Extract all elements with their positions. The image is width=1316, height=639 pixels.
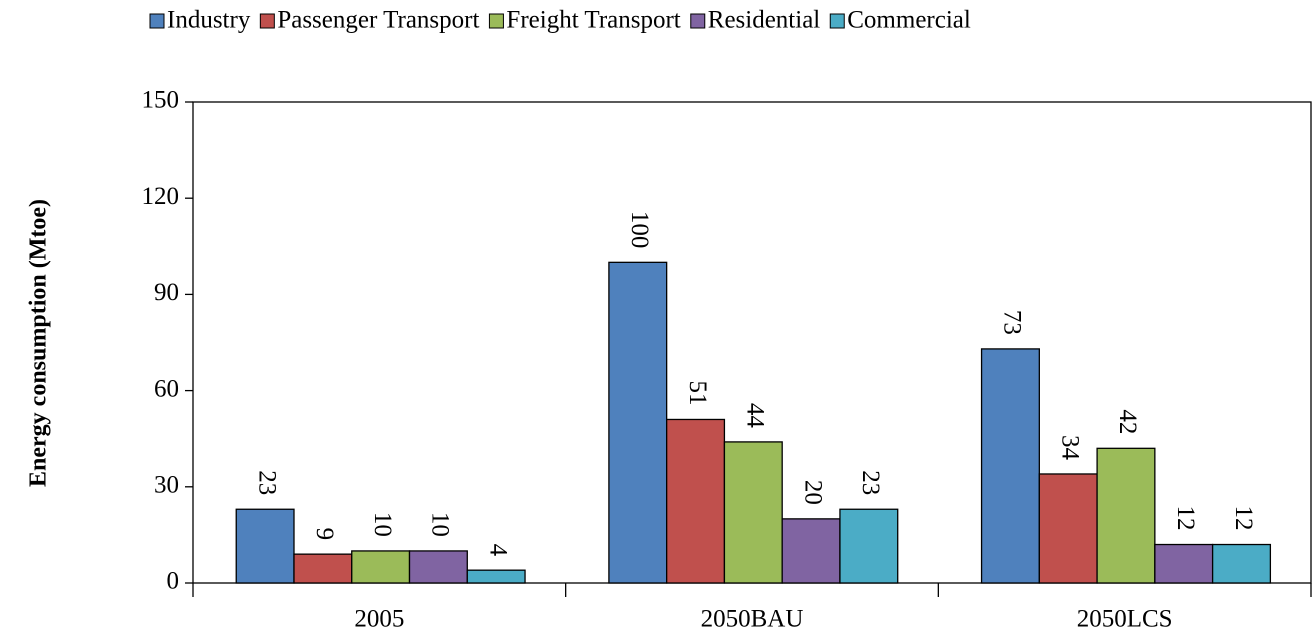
bar: [723, 441, 783, 584]
bar: [408, 550, 468, 584]
bar: [235, 508, 295, 584]
y-tick-label: 150: [142, 87, 180, 114]
bar: [980, 348, 1040, 584]
y-tick-label: 120: [142, 183, 180, 210]
data-label: 12: [1230, 506, 1257, 531]
bar: [1038, 473, 1098, 584]
data-label: 73: [999, 310, 1026, 335]
data-label: 10: [369, 512, 396, 537]
x-tick-label: 2050BAU: [701, 606, 804, 633]
legend-swatch: [259, 13, 275, 29]
bar: [781, 518, 841, 584]
bar: [466, 569, 526, 584]
y-tick-label: 30: [154, 472, 179, 499]
y-axis-label: Energy consumption (Mtoe): [26, 199, 52, 487]
data-label: 12: [1172, 506, 1199, 531]
bar: [351, 550, 411, 584]
data-label: 9: [311, 528, 338, 541]
legend-swatch: [488, 13, 504, 29]
x-tick-label: 2005: [354, 606, 404, 633]
data-label: 51: [684, 380, 711, 405]
bar: [1211, 543, 1272, 584]
bar: [839, 508, 899, 584]
data-label: 20: [799, 480, 826, 505]
x-tick-label: 2050LCS: [1077, 606, 1173, 633]
data-label: 42: [1114, 409, 1141, 434]
bar: [1154, 543, 1214, 584]
legend-label: Freight Transport: [506, 7, 680, 34]
data-label: 100: [626, 211, 653, 249]
bar: [666, 418, 726, 584]
legend-swatch: [690, 13, 706, 29]
legend-swatch: [149, 13, 165, 29]
data-label: 23: [253, 470, 280, 495]
data-label: 44: [742, 403, 769, 429]
y-tick-label: 60: [154, 375, 179, 402]
data-label: 4: [484, 544, 511, 557]
legend-label: Industry: [167, 7, 251, 34]
data-label: 10: [427, 512, 454, 537]
bar: [1096, 447, 1156, 584]
bar: [608, 261, 668, 584]
legend-label: Passenger Transport: [277, 7, 479, 34]
legend-label: Commercial: [847, 7, 971, 34]
legend-label: Residential: [708, 7, 821, 34]
data-label: 34: [1056, 435, 1083, 461]
data-label: 23: [857, 470, 884, 495]
y-tick-label: 90: [154, 279, 179, 306]
bar: [293, 553, 353, 584]
y-tick-label: 0: [167, 568, 180, 595]
legend-swatch: [829, 13, 845, 29]
